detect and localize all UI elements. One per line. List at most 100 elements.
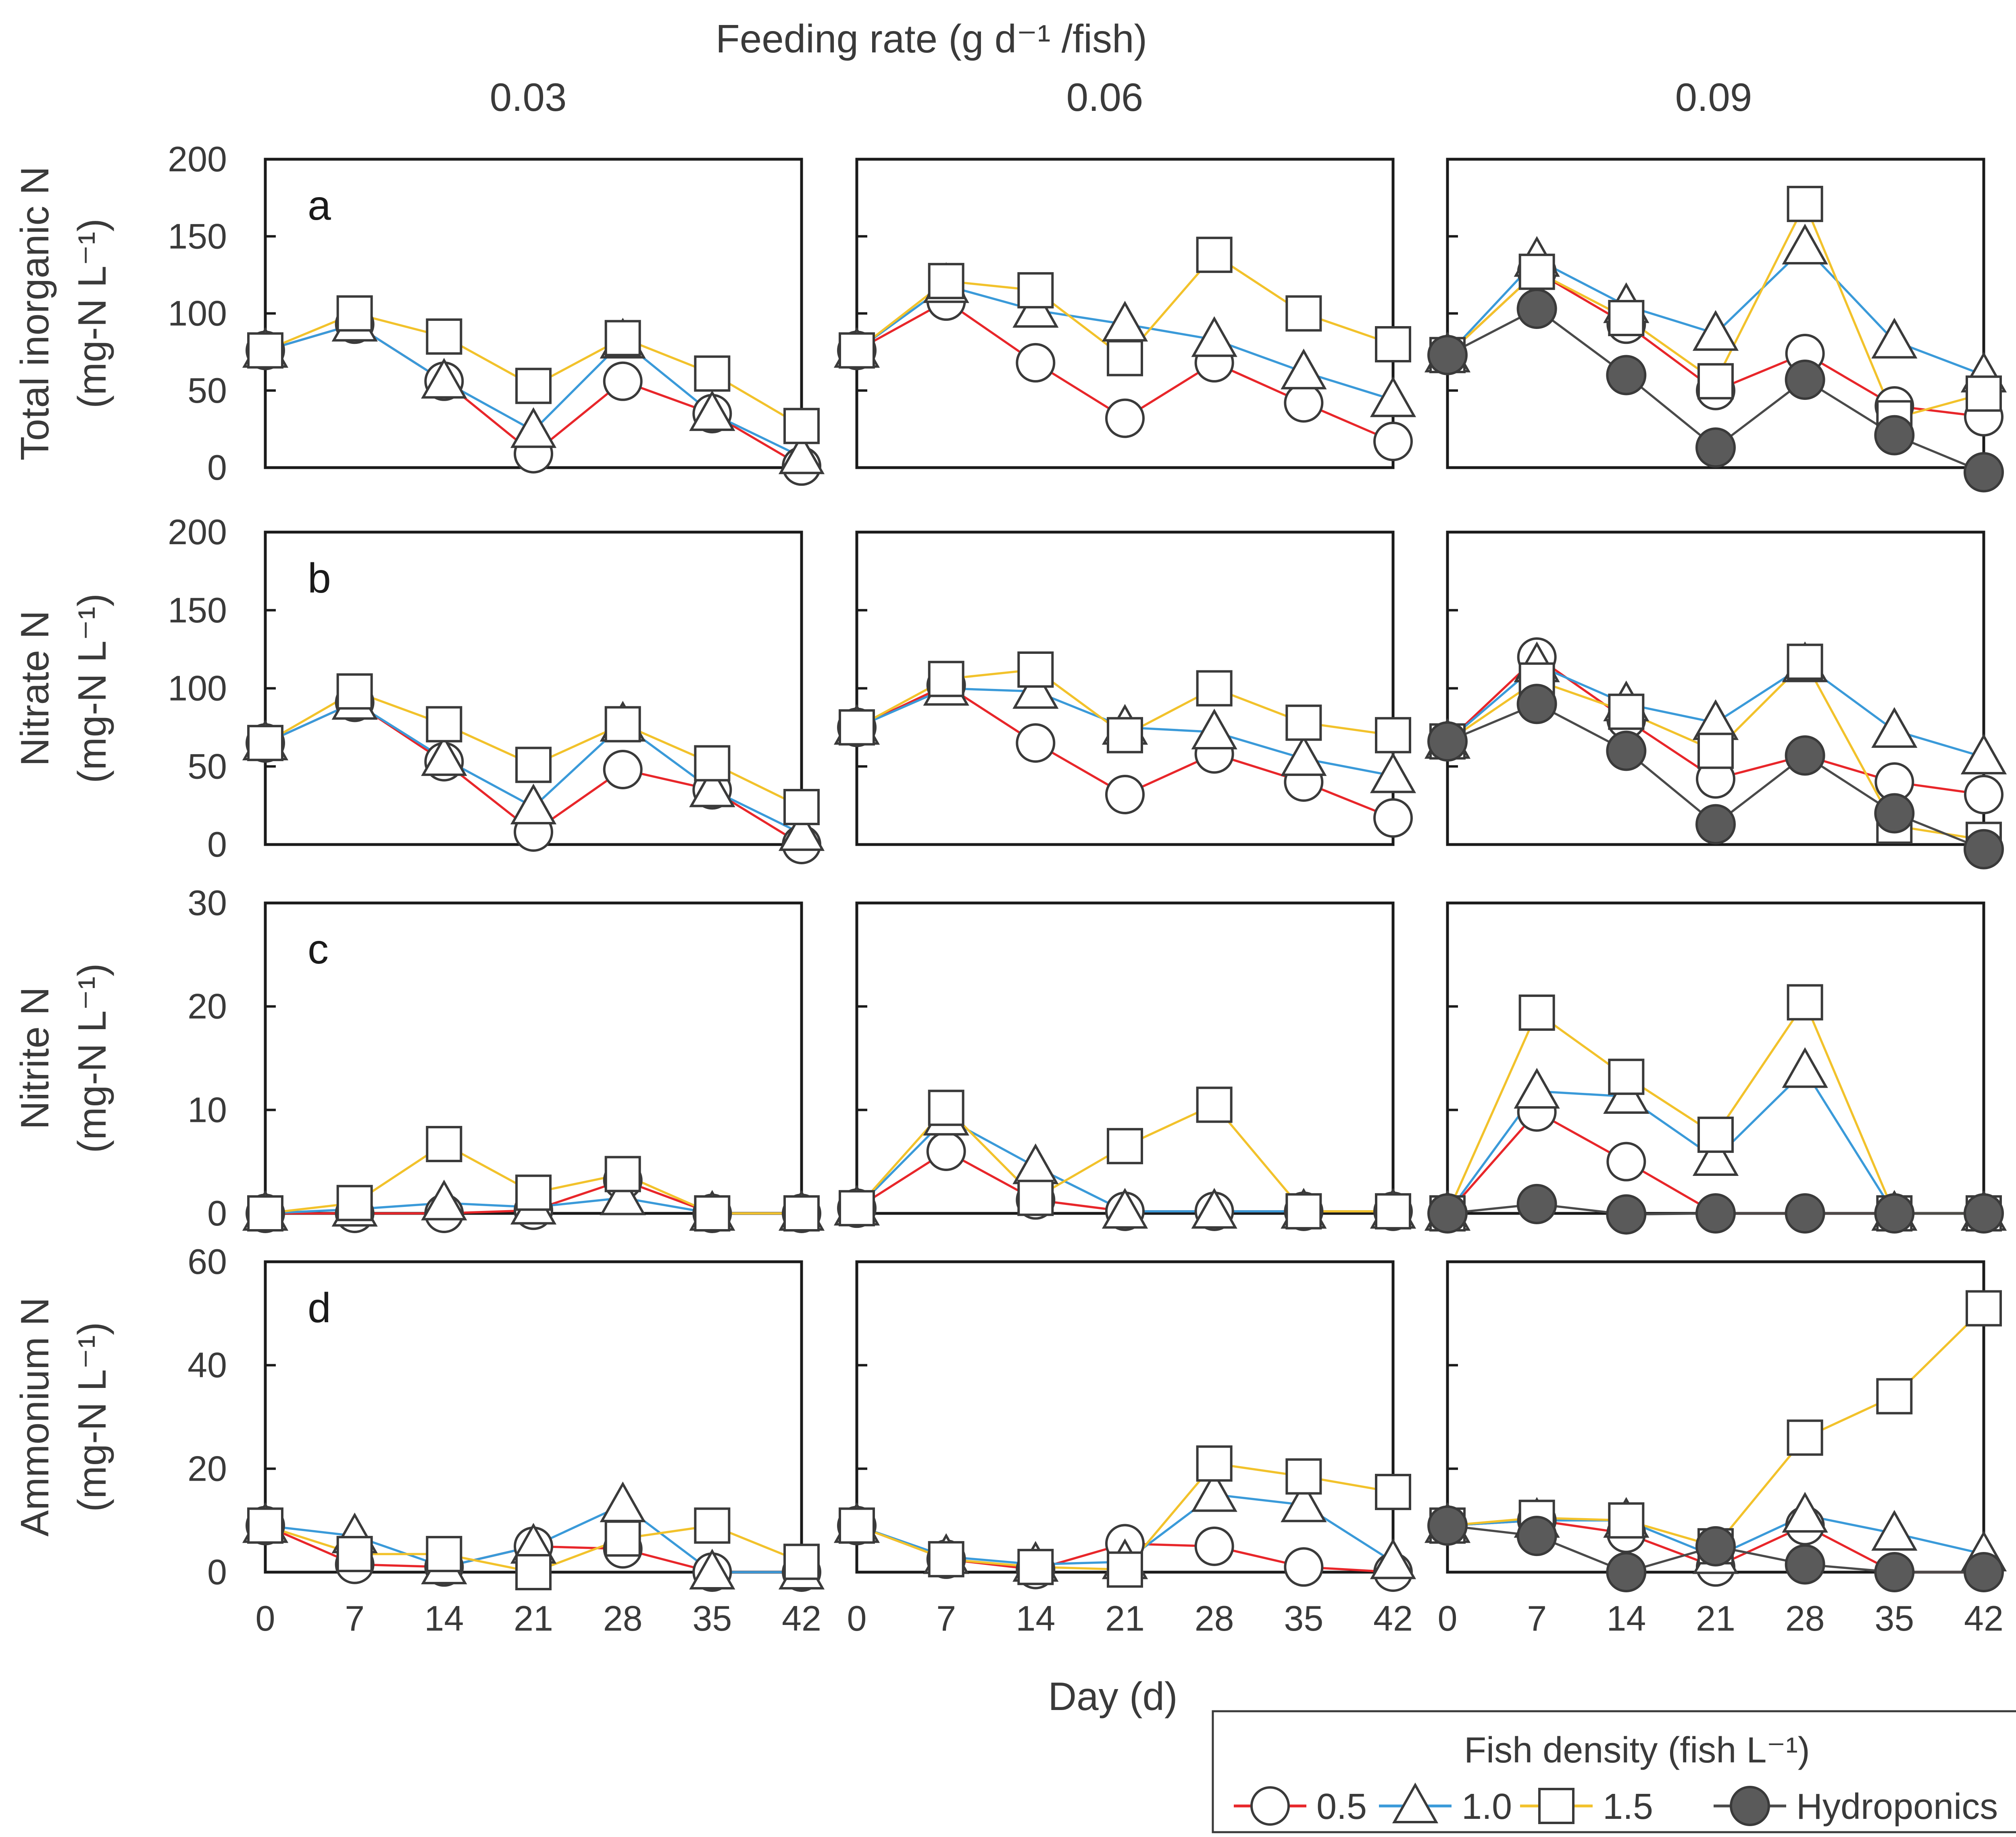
point-d05-day-14	[1606, 1142, 1646, 1182]
point-d05-day-21	[1105, 775, 1145, 814]
point-hydro-day-14	[1606, 1552, 1647, 1592]
panel-c-0.06	[833, 901, 1416, 1231]
point-d15-day-0	[839, 332, 875, 369]
point-d15-day-28	[604, 1156, 641, 1192]
panel-c-0.03: 0 10 20 30 c	[187, 883, 825, 1233]
x-axis-title: Day (d)	[1048, 1674, 1177, 1718]
x-tick-label: 0	[1438, 1598, 1458, 1638]
point-d10-day-35	[1281, 735, 1327, 776]
column-title-0.03: 0.03	[490, 75, 567, 119]
legend-label-d10: 1.0	[1462, 1787, 1512, 1827]
point-d10-day-21	[510, 783, 557, 824]
x-tick-label: 21	[1696, 1598, 1735, 1638]
point-d10-day-28	[600, 1481, 646, 1523]
point-d15-day-35	[1876, 1378, 1913, 1415]
point-d15-day-7	[928, 1541, 964, 1577]
point-hydro-day-14	[1606, 730, 1647, 771]
point-d15-day-28	[604, 706, 641, 743]
point-d15-day-7	[928, 661, 964, 697]
point-d15-day-42	[783, 1195, 820, 1232]
point-d15-day-14	[1608, 1502, 1645, 1539]
feeding-rate-title: Feeding rate (g d⁻¹ /fish)	[716, 17, 1147, 61]
point-hydro-day-28	[1785, 735, 1825, 776]
point-d15-day-14	[1608, 1059, 1645, 1095]
point-d15-day-28	[1787, 643, 1823, 680]
point-hydro-day-0	[1427, 1505, 1468, 1546]
y-tick-label: 50	[187, 370, 227, 410]
point-d15-day-14	[1017, 272, 1054, 309]
point-d15-day-0	[839, 1190, 875, 1227]
legend-marker-d15	[1538, 1788, 1574, 1824]
x-tick-label: 28	[1785, 1598, 1825, 1638]
x-tick-label: 7	[345, 1598, 364, 1638]
point-d15-day-28	[1787, 1419, 1823, 1456]
point-d05-day-14	[1016, 343, 1056, 383]
point-d15-day-21	[515, 747, 552, 783]
point-d15-day-21	[1107, 1551, 1143, 1588]
point-d15-day-42	[1375, 717, 1411, 753]
y-axis-unit-d: (mg-N L⁻¹)	[70, 1322, 114, 1512]
point-d10-day-35	[1871, 707, 1918, 748]
point-d15-day-0	[247, 1507, 283, 1544]
legend-box	[1212, 1710, 2016, 1833]
point-hydro-day-28	[1785, 1544, 1825, 1585]
point-d15-day-35	[694, 1195, 731, 1232]
column-title-0.06: 0.06	[1066, 75, 1143, 119]
panel-b-0.06	[833, 531, 1416, 846]
panel-a-0.06	[833, 158, 1416, 469]
x-tick-label: 21	[514, 1598, 553, 1638]
point-hydro-day-7	[1516, 1184, 1557, 1224]
y-axis-unit-b: (mg-N L⁻¹)	[70, 593, 114, 783]
x-tick-label: 28	[1195, 1598, 1234, 1638]
point-d15-day-14	[1017, 1180, 1054, 1216]
point-d15-day-21	[1107, 1128, 1143, 1165]
y-tick-label: 0	[207, 1552, 227, 1592]
panel-a-0.03: 0 50 100 150 200 a	[168, 139, 825, 487]
panel-a-0.09	[1424, 158, 2007, 493]
panel-letter-d: d	[308, 1285, 331, 1331]
x-tick-label: 0	[847, 1598, 867, 1638]
point-d10-day-28	[1191, 708, 1237, 749]
point-d15-day-21	[515, 368, 552, 404]
point-d15-day-21	[1697, 732, 1734, 769]
point-d15-day-7	[336, 1536, 373, 1573]
point-d10-day-28	[1782, 1492, 1828, 1533]
point-hydro-day-21	[1695, 1193, 1736, 1234]
point-d15-day-28	[1787, 984, 1823, 1021]
point-d15-day-14	[426, 706, 462, 743]
point-d15-day-35	[1285, 1193, 1322, 1230]
x-tick-label: 35	[1284, 1598, 1323, 1638]
point-d10-day-14	[421, 1180, 467, 1221]
panel-d-0.06: 0 7 14 21 28 35 42	[833, 1260, 1416, 1638]
point-d15-day-28	[604, 1520, 641, 1557]
y-axis-title-c: Nitrite N	[12, 987, 57, 1130]
point-hydro-day-14	[1606, 355, 1647, 395]
point-d15-day-42	[783, 408, 820, 444]
x-tick-label: 35	[692, 1598, 732, 1638]
legend-title: Fish density (fish L⁻¹)	[1464, 1730, 1810, 1770]
point-hydro-day-35	[1874, 1193, 1915, 1234]
point-d15-day-28	[1196, 1086, 1233, 1123]
point-hydro-day-28	[1785, 1193, 1825, 1234]
y-tick-label: 10	[187, 1090, 227, 1130]
point-d10-day-28	[1191, 1188, 1237, 1229]
y-tick-label: 100	[168, 293, 227, 333]
point-d10-day-28	[1191, 316, 1237, 357]
x-tick-label: 14	[424, 1598, 464, 1638]
y-tick-label: 200	[168, 512, 227, 552]
legend-label-hydro: Hydroponics	[1796, 1787, 1998, 1827]
point-d15-day-42	[783, 789, 820, 825]
x-tick-label: 21	[1105, 1598, 1145, 1638]
point-d10-day-35	[1281, 348, 1327, 389]
legend-marker-d10	[1392, 1782, 1439, 1823]
point-hydro-day-35	[1874, 415, 1915, 456]
point-d15-day-0	[247, 1195, 283, 1232]
legend-entries: 0.5 1.0 1.5 Hydroponics	[1234, 1782, 1998, 1827]
point-hydro-day-7	[1516, 1516, 1557, 1556]
point-d15-day-21	[515, 1554, 552, 1590]
y-axis-unit-a: (mg-N L⁻¹)	[70, 218, 114, 408]
point-hydro-day-35	[1874, 793, 1915, 834]
point-d15-day-35	[1285, 295, 1322, 332]
point-d15-day-42	[783, 1544, 820, 1580]
panel-d-0.09: 0 7 14 21 28 35 42	[1424, 1260, 2007, 1638]
